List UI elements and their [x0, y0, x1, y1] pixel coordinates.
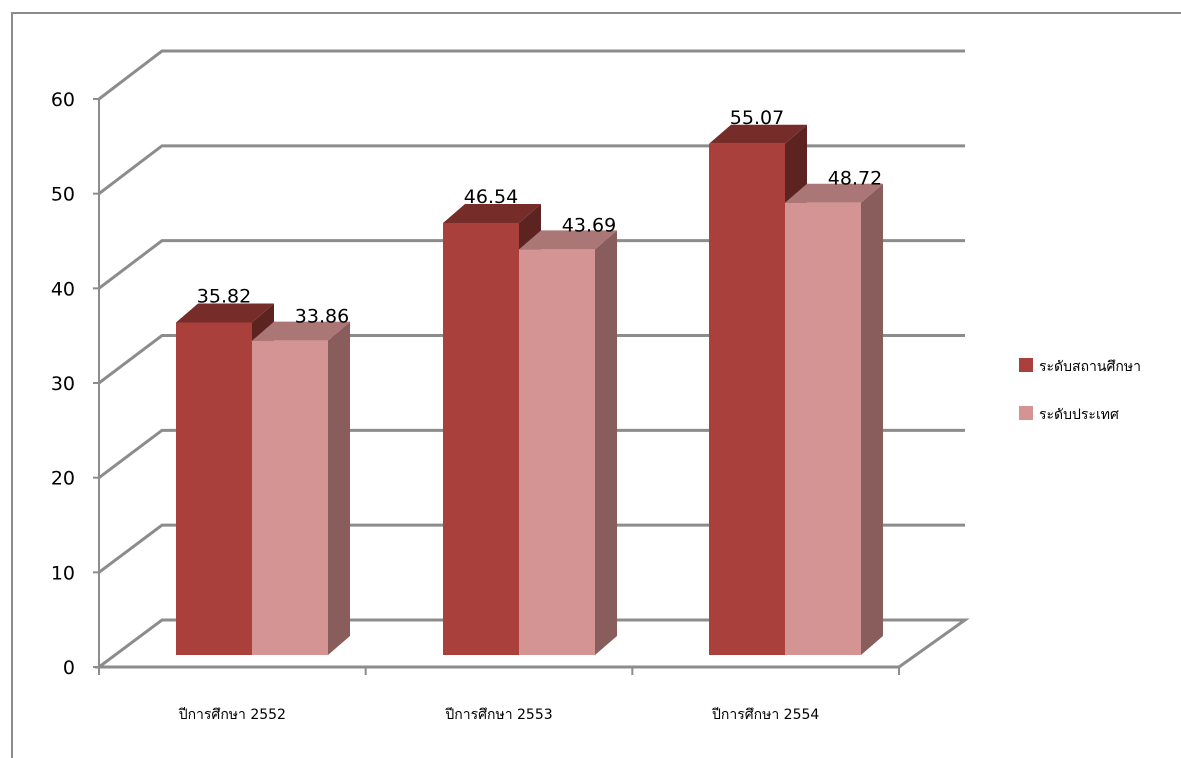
gridline — [98, 334, 965, 385]
gridline — [98, 239, 965, 290]
y-tick-label: 20 — [51, 468, 75, 490]
bar-front — [709, 143, 785, 655]
x-tick-label: ปีการศึกษา 2554 — [712, 707, 820, 723]
data-label: 46.54 — [464, 186, 518, 208]
bar-front — [252, 340, 328, 655]
gridline — [98, 428, 965, 479]
bar-top — [519, 230, 617, 250]
gridlines — [94, 49, 970, 669]
bar-top — [252, 321, 350, 341]
bar-front — [176, 322, 252, 655]
legend-label: ระดับประเทศ — [1039, 407, 1119, 423]
y-tick-label: 60 — [51, 89, 75, 111]
y-tick-label: 10 — [51, 562, 75, 584]
bar-front — [785, 202, 861, 655]
y-tick-label: 30 — [51, 373, 75, 395]
bar-side — [595, 230, 617, 655]
data-label: 35.82 — [197, 285, 251, 307]
y-tick-label: 50 — [51, 184, 75, 206]
bar — [252, 321, 350, 655]
legend-swatch — [1019, 406, 1033, 420]
legend-swatch — [1019, 358, 1033, 372]
data-label: 55.07 — [730, 107, 784, 129]
x-tick-label: ปีการศึกษา 2553 — [445, 707, 553, 723]
bar — [519, 230, 617, 655]
y-tick-label: 0 — [63, 657, 75, 679]
axes: 0 10 20 30 40 50 60 ปีการศึกษา 2552 ปีการศึกษา 2… — [51, 89, 900, 723]
y-tick-label: 40 — [51, 278, 75, 300]
gridline — [98, 144, 965, 195]
data-label: 33.86 — [295, 306, 349, 328]
legend-label: ระดับสถานศึกษา — [1039, 359, 1141, 375]
bar-top — [785, 183, 883, 203]
x-tick-label: ปีการศึกษา 2552 — [178, 707, 286, 723]
data-labels: 35.82 33.86 46.54 43.69 55.07 48.72 — [197, 107, 882, 328]
bars — [176, 124, 883, 655]
data-label: 48.72 — [828, 168, 882, 190]
bar-top — [443, 203, 541, 223]
bar-front — [443, 222, 519, 655]
gridline — [98, 49, 965, 101]
bar-top — [709, 124, 807, 144]
bar — [785, 183, 883, 655]
bar-side — [328, 321, 350, 655]
bar-front — [519, 249, 595, 655]
chart-frame — [11, 12, 1181, 758]
data-label: 43.69 — [562, 214, 616, 236]
bar-side — [861, 183, 883, 655]
bar-top — [176, 303, 274, 323]
gridline — [98, 523, 965, 574]
